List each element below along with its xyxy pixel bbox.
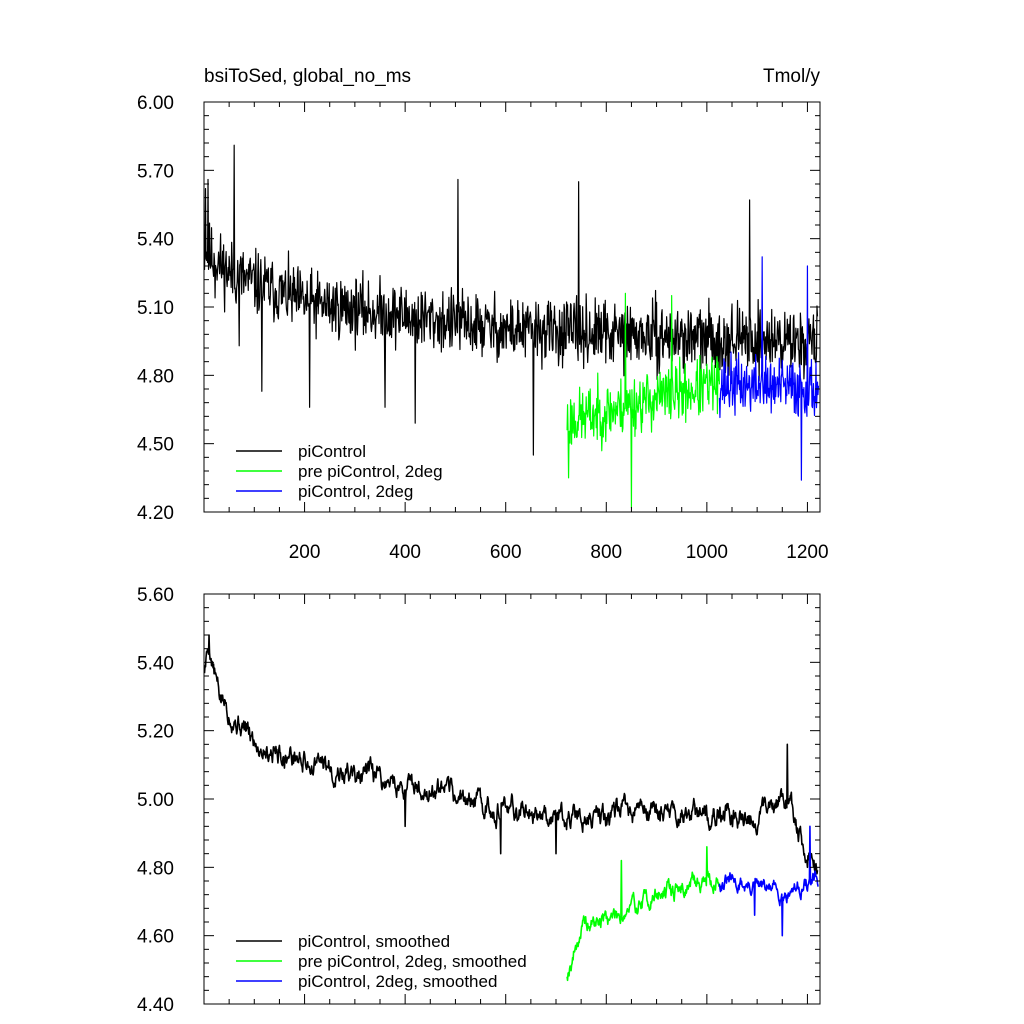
y-tick-label: 5.00 <box>137 790 174 811</box>
series-line-0 <box>203 144 819 456</box>
y-tick-label: 6.00 <box>137 93 174 114</box>
x-tick-label: 800 <box>590 542 622 563</box>
x-tick-label: 600 <box>490 542 522 563</box>
y-tick-label: 4.80 <box>137 858 174 879</box>
series-line-2 <box>718 256 820 481</box>
legend-label: pre piControl, 2deg <box>298 462 443 481</box>
legend-label: piControl, smoothed <box>298 932 450 951</box>
x-tick-label: 1200 <box>786 542 828 563</box>
y-tick-label: 4.20 <box>137 503 174 524</box>
y-tick-label: 4.50 <box>137 435 174 456</box>
series-line-2 <box>718 825 819 937</box>
series-line-0 <box>203 634 819 875</box>
x-tick-label: 1000 <box>686 542 728 563</box>
axes: 4.40 4.60 4.80 5.00 5.20 5.40 5.60 <box>137 585 821 1016</box>
chart-title: bsiToSed, global_no_ms <box>204 66 411 87</box>
x-tick-label: 200 <box>289 542 321 563</box>
y-tick-label: 5.40 <box>137 230 174 251</box>
plot-lines <box>203 634 819 982</box>
axes: 4.20 4.50 4.80 5.10 5.40 5.70 6.00 200 400 600 800… <box>137 93 829 563</box>
y-tick-label: 5.40 <box>137 653 174 674</box>
series-line-1 <box>566 846 721 982</box>
panel-raw-timeseries: bsiToSed, global_no_ms Tmol/y 4.204.504.… <box>137 66 829 563</box>
y-tick-label: 5.70 <box>137 161 174 182</box>
units-label: Tmol/y <box>763 66 821 87</box>
y-tick-label: 5.20 <box>137 722 174 743</box>
legend-label: piControl, 2deg <box>298 482 413 501</box>
y-tick-label: 4.40 <box>137 995 174 1016</box>
x-tick-label: 400 <box>389 542 421 563</box>
panel-smoothed-timeseries: 4.40 4.60 4.80 5.00 5.20 5.40 5.60 piControl, … <box>137 585 821 1016</box>
legend-label: pre piControl, 2deg, smoothed <box>298 952 527 971</box>
y-tick-label: 4.60 <box>137 927 174 948</box>
legend-label: piControl <box>298 442 366 461</box>
series-line-1 <box>566 292 721 509</box>
y-tick-label: 5.10 <box>137 298 174 319</box>
legend-label: piControl, 2deg, smoothed <box>298 972 497 991</box>
y-tick-label: 5.60 <box>137 585 174 606</box>
y-tick-label: 4.80 <box>137 366 174 387</box>
plot-lines <box>203 144 820 509</box>
